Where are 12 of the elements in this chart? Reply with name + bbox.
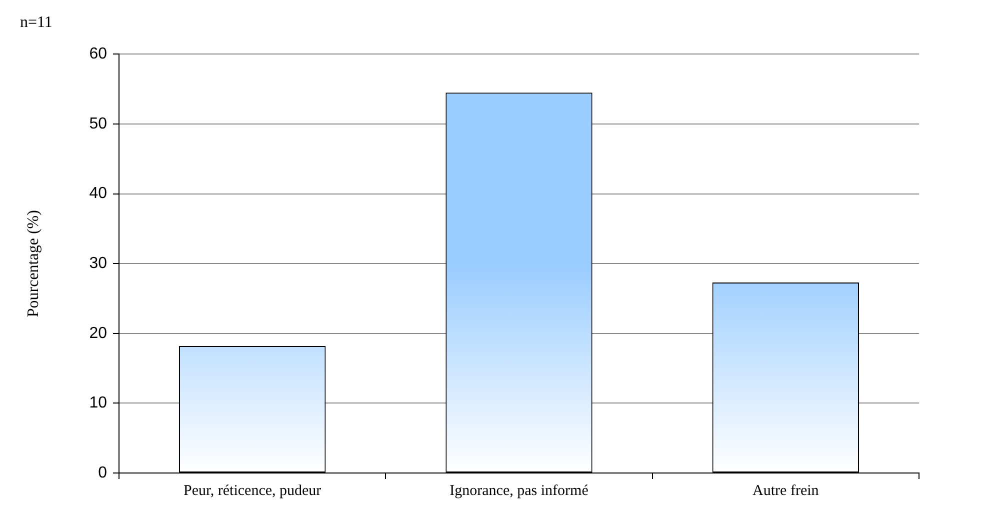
y-tick-label: 60 bbox=[89, 46, 108, 63]
y-tick-label: 50 bbox=[89, 115, 108, 132]
y-tick-label: 30 bbox=[89, 255, 108, 272]
y-tick-label: 40 bbox=[89, 185, 108, 202]
y-tick-label: 20 bbox=[89, 324, 108, 342]
x-tick-label: Ignorance, pas informé bbox=[450, 482, 589, 499]
x-tick-label: Autre frein bbox=[752, 482, 820, 499]
y-axis-title: Pourcentage (%) bbox=[24, 210, 42, 318]
chart-title: n=11 bbox=[20, 14, 52, 31]
y-tick-label: 10 bbox=[89, 394, 108, 412]
y-tick-label: 0 bbox=[98, 464, 108, 482]
x-tick-label: Peur, réticence, pudeur bbox=[183, 482, 322, 499]
